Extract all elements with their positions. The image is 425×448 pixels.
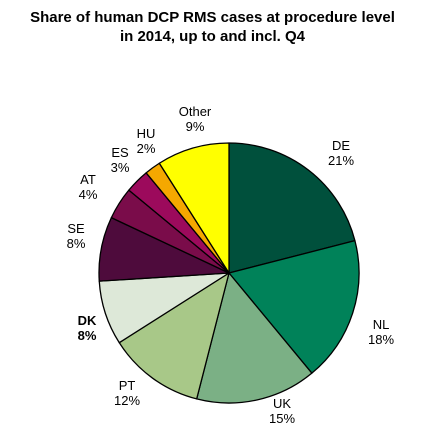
slice-name-hu: HU bbox=[137, 126, 156, 141]
slice-label-dk: DK 8% bbox=[78, 313, 97, 343]
chart-title-line-1: Share of human DCP RMS cases at procedur… bbox=[30, 9, 395, 26]
slice-label-se: SE 8% bbox=[67, 221, 86, 251]
slice-value-nl: 18% bbox=[368, 332, 394, 347]
slice-label-uk: UK 15% bbox=[269, 396, 295, 426]
slice-name-es: ES bbox=[111, 145, 129, 160]
slice-name-pt: PT bbox=[119, 378, 136, 393]
slice-value-hu: 2% bbox=[137, 141, 156, 156]
slice-label-pt: PT 12% bbox=[114, 378, 140, 408]
slice-label-es: ES 3% bbox=[111, 145, 130, 175]
slice-name-se: SE bbox=[67, 221, 85, 236]
slice-label-nl: NL 18% bbox=[368, 317, 394, 347]
chart-title-line-2: in 2014, up to and incl. Q4 bbox=[119, 28, 306, 45]
slice-name-uk: UK bbox=[273, 396, 291, 411]
slice-value-at: 4% bbox=[79, 187, 98, 202]
slice-value-other: 9% bbox=[186, 119, 205, 134]
slice-name-de: DE bbox=[332, 138, 350, 153]
slice-value-uk: 15% bbox=[269, 411, 295, 426]
slice-name-other: Other bbox=[179, 104, 212, 119]
slice-label-at: AT 4% bbox=[79, 172, 98, 202]
slice-name-dk: DK bbox=[78, 313, 97, 328]
slice-value-pt: 12% bbox=[114, 393, 140, 408]
slice-value-de: 21% bbox=[328, 153, 354, 168]
slice-label-hu: HU 2% bbox=[137, 126, 156, 156]
slice-label-de: DE 21% bbox=[328, 138, 354, 168]
pie-slice-pt bbox=[118, 272, 230, 400]
chart-title: Share of human DCP RMS cases at procedur… bbox=[0, 8, 425, 46]
pie-slice-nl bbox=[228, 240, 360, 374]
pie-slice-de bbox=[228, 142, 356, 274]
slice-value-se: 8% bbox=[67, 236, 86, 251]
slice-name-at: AT bbox=[80, 172, 96, 187]
slice-label-other: Other 9% bbox=[179, 104, 212, 134]
slice-value-es: 3% bbox=[111, 160, 130, 175]
pie-slice-uk bbox=[196, 272, 313, 404]
slice-value-dk: 8% bbox=[78, 328, 97, 343]
pie-slice-other bbox=[158, 142, 230, 274]
slice-name-nl: NL bbox=[373, 317, 390, 332]
